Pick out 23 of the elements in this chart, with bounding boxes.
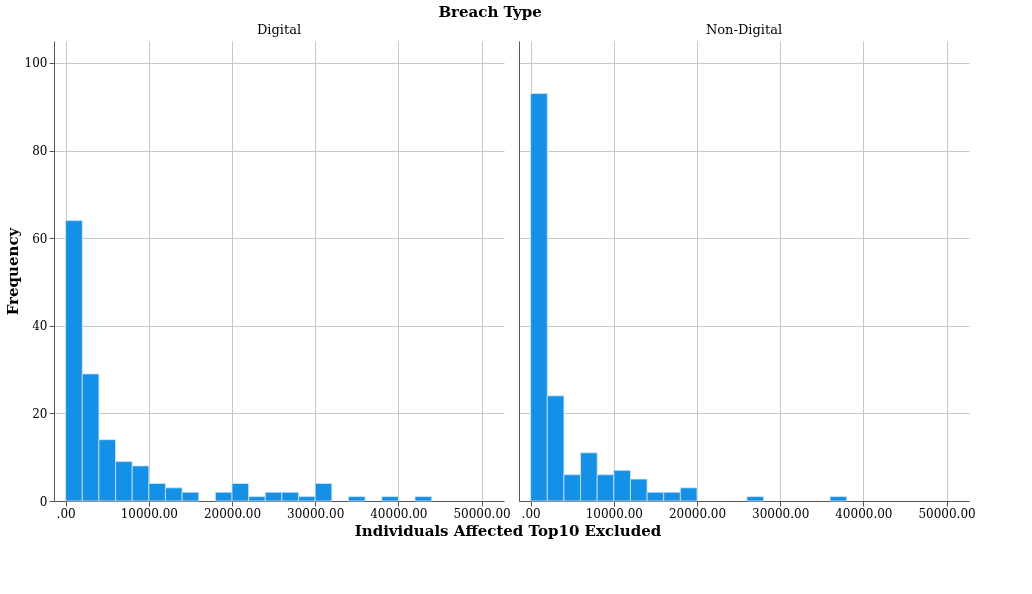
- x-tick-label: .00: [521, 506, 541, 521]
- x-tick-label: 10000.00: [585, 506, 643, 521]
- text: Breach Type: [438, 3, 542, 21]
- y-tick-label: 20: [32, 406, 48, 421]
- x-axis-title: Individuals Affected Top10 Excluded: [354, 522, 662, 540]
- y-tick-label: 100: [24, 56, 48, 71]
- x-tick-label: 30000.00: [287, 506, 345, 521]
- chart-title: Non-Digital: [705, 22, 783, 37]
- y-axis-title: Frequency: [3, 226, 22, 316]
- x-tick-label: 40000.00: [835, 506, 893, 521]
- x-tick-label: 20000.00: [203, 506, 262, 521]
- x-tick-label: 20000.00: [668, 506, 727, 521]
- x-tick-label: 50000.00: [918, 506, 976, 521]
- chart-title: Digital: [256, 22, 302, 37]
- x-tick-label: 30000.00: [752, 506, 810, 521]
- x-tick-label: 50000.00: [453, 506, 511, 521]
- y-tick-label: 40: [32, 319, 48, 334]
- y-tick-label: 80: [32, 144, 48, 159]
- x-tick-label: .00: [56, 506, 76, 521]
- y-tick-label: 60: [32, 231, 48, 246]
- x-tick-label: 40000.00: [370, 506, 428, 521]
- x-tick-label: 10000.00: [120, 506, 178, 521]
- y-tick-label: 0: [39, 494, 48, 509]
